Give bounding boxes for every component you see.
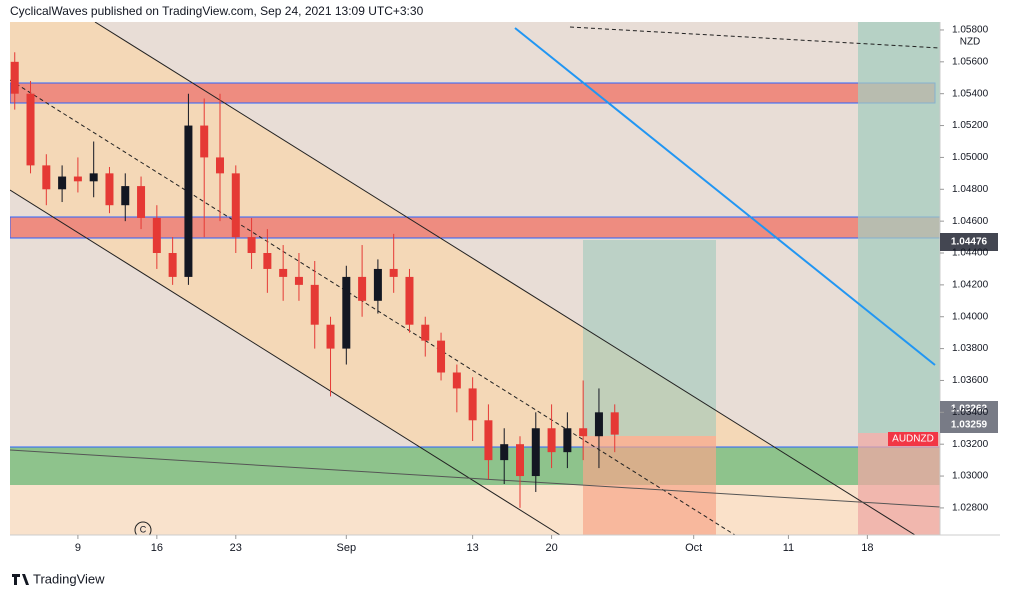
- y-tick-label: 1.04400: [952, 248, 989, 259]
- x-tick-label: 23: [230, 542, 242, 554]
- candle-body: [105, 173, 114, 206]
- y-tick-label: 1.05400: [952, 88, 989, 99]
- candle-body: [610, 412, 619, 435]
- candle-body: [184, 125, 193, 277]
- candle-body: [484, 420, 493, 461]
- candle-body: [547, 428, 556, 453]
- price-label-box: [940, 233, 998, 251]
- price-label-box: [940, 417, 998, 433]
- price-label-box: [940, 401, 998, 417]
- currency-box: [956, 35, 984, 49]
- stop-box: [583, 436, 716, 535]
- x-tick-label: Sep: [337, 542, 357, 554]
- candle-body: [358, 276, 367, 301]
- candle-body: [73, 176, 82, 182]
- candle-body: [531, 428, 540, 477]
- y-tick-label: 1.03400: [952, 407, 989, 418]
- candle-body: [579, 428, 588, 437]
- candle-body: [121, 186, 130, 206]
- resistance-zone: [10, 82, 936, 104]
- candle-body: [152, 217, 161, 254]
- x-tick-label: 13: [467, 542, 479, 554]
- support-zone: [10, 447, 940, 485]
- y-tick-label: 1.04800: [952, 184, 989, 195]
- trend-line: [10, 449, 940, 508]
- y-tick-label: 1.03200: [952, 439, 989, 450]
- candle-body: [216, 157, 224, 174]
- resistance-zone: [10, 216, 940, 239]
- y-tick-label: 1.03800: [952, 343, 989, 354]
- marker: [134, 521, 152, 535]
- candle-body: [516, 444, 524, 477]
- candle-body: [342, 276, 351, 349]
- x-tick-label: 20: [545, 542, 557, 554]
- candle-body: [405, 276, 414, 325]
- candle-body: [294, 276, 303, 285]
- marker-label: C: [140, 524, 147, 534]
- symbol-box: [888, 432, 938, 446]
- candle-body: [247, 237, 256, 254]
- candle-body: [26, 93, 35, 166]
- trend-line: [569, 26, 940, 49]
- y-tick-label: 1.05200: [952, 120, 989, 131]
- y-tick-label: 1.04000: [952, 311, 989, 322]
- candle-body: [58, 176, 67, 190]
- price-label: 1.04476: [951, 237, 988, 248]
- candle-body: [468, 388, 477, 421]
- candle-body: [10, 61, 19, 94]
- candle-body: [137, 186, 146, 218]
- channel-top: [94, 22, 916, 535]
- candle-body: [452, 372, 461, 389]
- target-box: [858, 22, 940, 433]
- candle-body: [373, 268, 382, 301]
- candle-body: [42, 165, 51, 190]
- header: CyclicalWaves published on TradingView.c…: [10, 4, 424, 18]
- candle-body: [421, 324, 430, 341]
- candle-body: [263, 253, 272, 269]
- candle-body: [500, 444, 509, 461]
- y-tick-label: 1.05800: [952, 25, 989, 36]
- channel-bottom: [10, 189, 561, 535]
- target-box: [583, 240, 716, 436]
- y-tick-label: 1.02800: [952, 503, 989, 514]
- candle-body: [89, 173, 98, 182]
- y-tick-label: 1.03600: [952, 375, 989, 386]
- candle-body: [437, 340, 446, 373]
- candle-body: [563, 428, 572, 453]
- y-tick-label: 1.05000: [952, 152, 989, 163]
- x-tick-label: 16: [151, 542, 163, 554]
- price-label: 1.03259: [951, 420, 988, 431]
- y-tick-label: 1.04600: [952, 216, 989, 227]
- candle-body: [200, 125, 209, 158]
- candle-body: [310, 284, 319, 325]
- y-tick-label: 1.03000: [952, 471, 989, 482]
- logo: [12, 574, 29, 585]
- zone: [10, 485, 940, 535]
- x-tick-label: Oct: [685, 542, 702, 554]
- candle-body: [231, 173, 240, 238]
- x-tick-label: 18: [861, 542, 873, 554]
- stop-box: [858, 433, 940, 535]
- candle-body: [168, 253, 177, 277]
- y-tick-label: 1.04200: [952, 280, 989, 291]
- drawings: C: [10, 22, 940, 535]
- y-tick-label: 1.05600: [952, 56, 989, 67]
- channel-mid: [10, 79, 736, 535]
- candle-body: [389, 268, 398, 277]
- candle-body: [279, 268, 288, 277]
- symbol: AUDNZD: [892, 434, 934, 445]
- footer: TradingView: [33, 571, 105, 586]
- trend-line: [514, 27, 936, 366]
- candle-body: [594, 412, 603, 437]
- price-label: 1.03262: [951, 404, 988, 415]
- candles: [10, 52, 619, 508]
- x-tick-label: 9: [75, 542, 81, 554]
- x-tick-label: 11: [783, 542, 794, 554]
- candle-body: [326, 324, 335, 349]
- currency: NZD: [960, 37, 981, 48]
